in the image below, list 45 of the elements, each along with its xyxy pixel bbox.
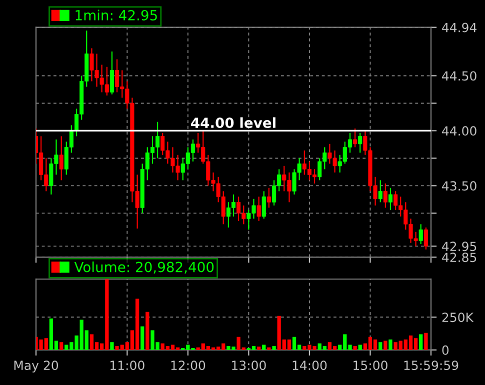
bar <box>358 344 362 350</box>
bar <box>262 344 266 350</box>
candlestick <box>256 196 261 222</box>
y-tick-label: 250K <box>442 312 474 322</box>
bar <box>257 346 261 350</box>
candlestick <box>388 187 392 210</box>
y-tick-label: 44.50 <box>442 71 476 81</box>
bar <box>146 312 150 350</box>
x-tick-label: 15:59:59 <box>404 360 458 370</box>
bar <box>419 334 423 350</box>
bar <box>353 346 357 350</box>
y-tick-label: 43.50 <box>442 181 476 191</box>
candlestick <box>418 224 423 245</box>
x-tick-label: 12:00 <box>171 360 206 370</box>
x-tick-label: 15:00 <box>354 360 388 370</box>
bar <box>388 339 392 350</box>
candlestick <box>266 187 271 208</box>
candlestick <box>383 182 388 208</box>
candlestick <box>424 226 428 250</box>
y-tick-label: 42.95 <box>442 242 476 252</box>
legend-label: 1min: 42.95 <box>76 10 157 20</box>
y-tick-label: 44.94 <box>442 22 476 32</box>
candlestick <box>378 180 382 203</box>
legend-label: Volume: 20,982,400 <box>74 262 214 274</box>
candlestick <box>262 190 266 220</box>
bar <box>267 347 271 350</box>
candlestick <box>358 132 362 154</box>
candlestick <box>353 128 358 148</box>
bar <box>424 332 428 350</box>
x-tick-label: May 20 <box>14 360 58 372</box>
bar <box>384 340 388 350</box>
y-tick-label: 0 <box>442 345 449 355</box>
y-tick-label: 44.00 <box>442 126 476 136</box>
bar <box>60 342 64 350</box>
candlestick <box>110 50 114 95</box>
bar <box>110 342 114 350</box>
candlestick <box>59 136 64 181</box>
y-tick-label: 42.85 <box>442 252 476 262</box>
x-tick-label: 11:00 <box>110 360 144 370</box>
bar <box>272 346 276 350</box>
bar <box>378 342 382 350</box>
x-tick-label: 14:00 <box>292 360 327 370</box>
bar <box>140 326 144 350</box>
x-tick-label: 13:00 <box>232 360 266 370</box>
ref-line-label: 44.00 level <box>191 117 276 128</box>
